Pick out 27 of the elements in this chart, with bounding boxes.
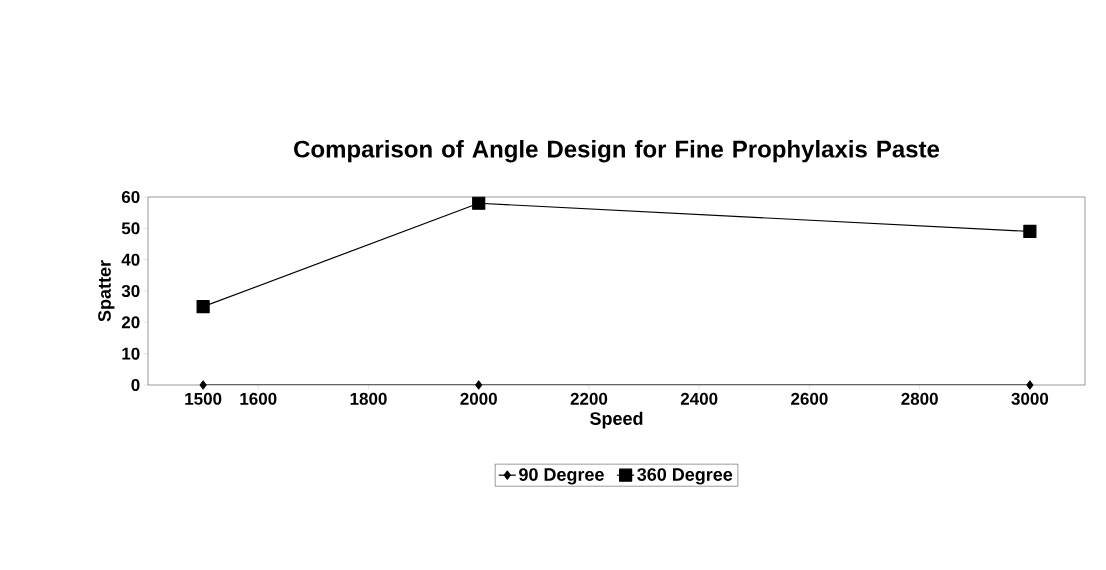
x-tick-label: 2600 [791, 392, 828, 405]
legend-label: 360 Degree [637, 468, 733, 485]
x-tick-label: 1500 [185, 392, 222, 405]
y-tick-label: 60 [121, 190, 140, 204]
y-tick-label: 30 [121, 284, 140, 298]
y-tick-label: 40 [121, 253, 140, 266]
point [475, 380, 483, 390]
x-tick-label: 2800 [901, 392, 938, 405]
x-tick-label: 2000 [460, 392, 497, 405]
point [196, 300, 210, 314]
y-tick-label: 0 [131, 378, 140, 392]
x-tick-label: 2200 [570, 392, 608, 405]
y-tick-label: 10 [122, 347, 140, 360]
point [1023, 224, 1037, 239]
x-tick-label: 1600 [240, 392, 277, 405]
chart-title: Comparison of Angle Design for Fine Prophylaxis Paste [294, 139, 940, 163]
x-tick-label: 2400 [680, 392, 718, 405]
x-axis-title: Speed [590, 411, 643, 429]
x-tick-label: 1800 [350, 392, 387, 405]
x-tick-label: 3000 [1011, 392, 1049, 405]
point [199, 380, 207, 390]
point [1026, 380, 1034, 390]
legend-label: 90 Degree [519, 468, 604, 485]
y-axis-title: Spatter [98, 260, 115, 322]
y-tick-label: 20 [121, 316, 140, 329]
y-tick-label: 50 [121, 222, 140, 235]
point [472, 196, 486, 210]
